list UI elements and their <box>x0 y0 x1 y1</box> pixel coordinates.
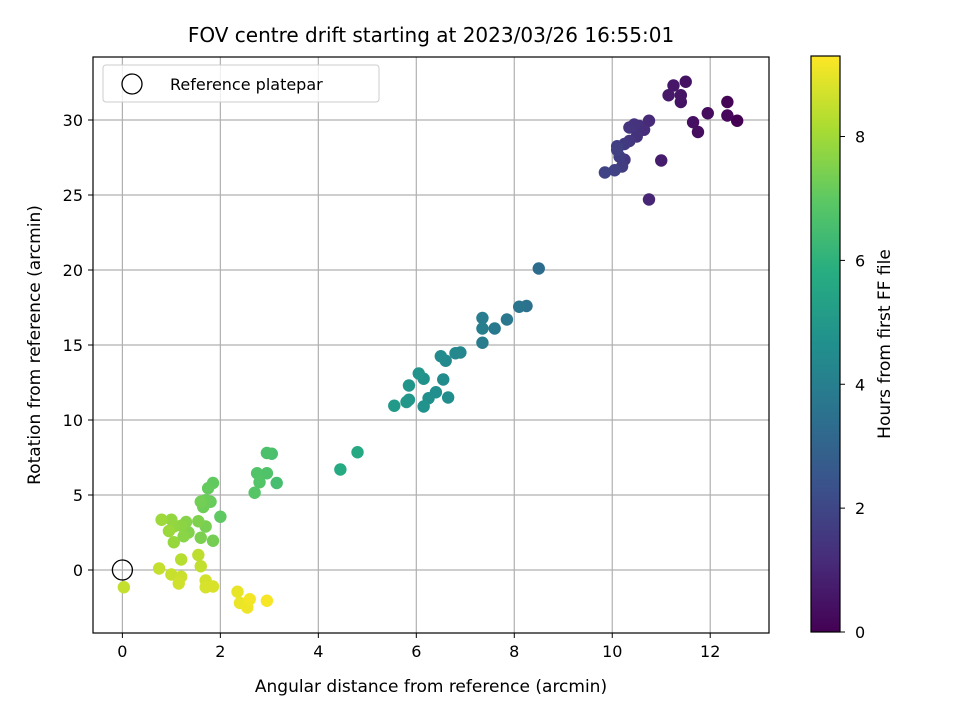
data-point <box>231 585 244 598</box>
y-ticks: 0 5 10 15 20 25 30 <box>63 111 93 580</box>
data-point <box>334 463 347 476</box>
data-point <box>253 476 266 489</box>
data-point <box>437 373 450 386</box>
y-tick-label: 0 <box>73 561 83 580</box>
data-point <box>165 568 178 581</box>
colorbar-tick-label: 2 <box>855 499 865 518</box>
colorbar-tick-label: 8 <box>855 128 865 147</box>
data-point <box>691 125 705 139</box>
data-point <box>412 367 425 380</box>
data-point <box>206 580 220 593</box>
y-tick-label: 15 <box>63 336 83 355</box>
data-point <box>248 486 261 499</box>
data-point <box>598 166 612 179</box>
data-point <box>177 530 190 543</box>
data-point <box>642 193 656 206</box>
data-point <box>662 89 675 102</box>
data-point <box>260 467 274 480</box>
data-point <box>679 75 692 88</box>
data-point <box>532 262 545 275</box>
x-tick-label: 6 <box>411 642 421 661</box>
data-point <box>194 560 207 573</box>
data-point <box>667 79 680 92</box>
x-tick-label: 0 <box>117 642 127 661</box>
y-tick-label: 30 <box>63 111 83 130</box>
chart-title: FOV centre drift starting at 2023/03/26 … <box>188 23 674 47</box>
legend-label: Reference platepar <box>170 75 323 94</box>
data-point <box>476 336 489 349</box>
data-point <box>721 109 734 122</box>
data-point <box>512 300 526 313</box>
y-tick-label: 25 <box>63 186 83 205</box>
data-point <box>167 536 181 549</box>
data-point <box>192 515 205 528</box>
x-axis-title: Angular distance from reference (arcmin) <box>255 677 607 697</box>
x-tick-label: 2 <box>215 642 225 661</box>
data-point <box>214 510 227 523</box>
data-point <box>172 577 185 590</box>
colorbar-gradient <box>810 55 841 633</box>
colorbar-title: Hours from first FF file <box>875 249 895 439</box>
data-point <box>388 399 401 412</box>
data-point <box>434 350 447 363</box>
colorbar-tick-label: 4 <box>855 375 865 394</box>
colorbar-tick-label: 6 <box>855 251 865 270</box>
y-tick-label: 5 <box>73 486 83 505</box>
x-tick-label: 12 <box>700 642 720 661</box>
data-point <box>400 395 413 409</box>
colorbar-tick-label: 0 <box>855 623 865 642</box>
data-point <box>260 594 274 607</box>
legend: Reference platepar <box>102 64 380 103</box>
data-point <box>194 531 207 544</box>
data-point <box>117 581 131 594</box>
y-tick-label: 10 <box>63 411 83 430</box>
data-point <box>608 164 621 177</box>
data-point <box>730 114 744 127</box>
data-point <box>260 446 274 460</box>
y-tick-label: 20 <box>63 261 83 280</box>
grid-lines <box>93 57 769 633</box>
data-point <box>155 513 168 526</box>
x-tick-label: 8 <box>509 642 519 661</box>
data-point <box>449 347 462 360</box>
data-point <box>270 476 283 490</box>
legend-marker <box>121 73 143 95</box>
data-point <box>194 495 207 508</box>
data-point <box>162 524 176 538</box>
data-point <box>165 513 178 526</box>
y-axis-title: Rotation from reference (arcmin) <box>25 205 45 485</box>
data-point <box>623 121 636 134</box>
data-points <box>117 75 744 614</box>
x-tick-label: 4 <box>313 642 323 661</box>
data-point <box>243 593 256 606</box>
data-point <box>192 548 205 562</box>
data-point <box>476 322 489 335</box>
x-ticks: 0 2 4 6 8 10 12 <box>117 633 720 661</box>
data-point <box>674 89 688 102</box>
data-point <box>441 391 455 404</box>
colorbar-ticks: 0 2 4 6 8 <box>840 128 865 642</box>
data-point <box>500 313 514 326</box>
x-tick-label: 10 <box>602 642 622 661</box>
data-point <box>721 95 734 109</box>
data-point <box>476 311 489 325</box>
legend-box <box>102 64 380 103</box>
data-point <box>655 154 668 167</box>
data-point <box>351 446 364 459</box>
data-point <box>610 143 624 157</box>
data-point <box>701 107 714 120</box>
data-point <box>206 534 220 547</box>
data-point <box>417 400 430 413</box>
data-point <box>152 562 166 575</box>
data-point <box>201 482 215 495</box>
data-point <box>686 116 700 129</box>
data-point <box>402 379 416 392</box>
reference-marker <box>111 559 134 581</box>
data-point <box>174 553 188 566</box>
data-point <box>488 322 501 335</box>
colorbar: 0 2 4 6 8 Hours from first FF file <box>810 55 895 642</box>
